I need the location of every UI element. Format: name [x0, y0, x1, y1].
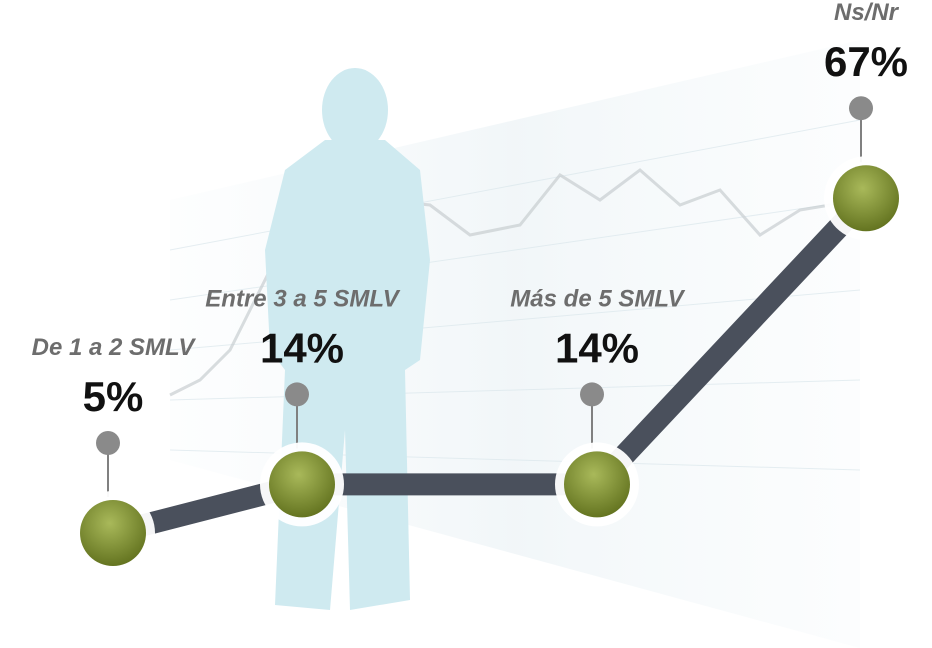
- category-label: Entre 3 a 5 SMLV: [205, 285, 400, 312]
- category-label: Más de 5 SMLV: [510, 285, 685, 312]
- node: [80, 500, 146, 566]
- category-label: Ns/Nr: [834, 0, 900, 26]
- value-label: 14%: [555, 324, 639, 371]
- value-label: 14%: [260, 324, 344, 371]
- value-label: 67%: [824, 38, 908, 85]
- connector-line: [110, 190, 875, 544]
- plot: De 1 a 2 SMLV 5% Entre 3 a 5 SMLV 14% Más de…: [32, 0, 908, 575]
- value-label: 5%: [83, 373, 144, 420]
- node: [269, 451, 335, 518]
- category-label: De 1 a 2 SMLV: [32, 334, 197, 361]
- pin-head: [96, 431, 120, 455]
- pin-head: [580, 382, 604, 407]
- node: [833, 165, 899, 232]
- node: [564, 451, 630, 518]
- pin-head: [849, 96, 873, 121]
- pin-head: [285, 382, 309, 407]
